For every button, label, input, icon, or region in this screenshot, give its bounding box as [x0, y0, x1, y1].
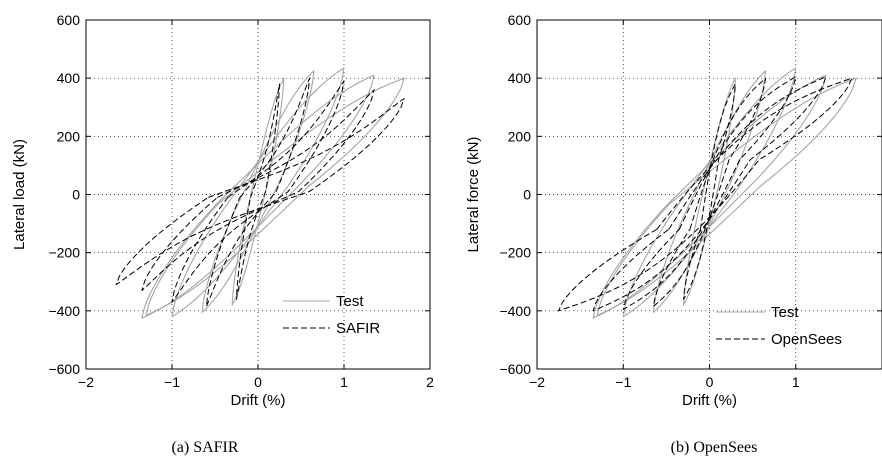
series-opensees-loop-4 [592, 76, 827, 312]
y-tick-label: −600 [48, 361, 80, 377]
y-axis-label: Lateral force (kN) [465, 137, 482, 253]
chart-panel-2: −2 −1 0 1 600 400 200 0 −200 −400 −600 Drift (%) Lat… [465, 12, 882, 456]
series-test-loop-4 [592, 74, 827, 319]
x-tick-label: −1 [615, 374, 631, 390]
y-tick-label: −600 [499, 361, 531, 377]
x-tick-label: 1 [792, 374, 800, 390]
y-tick-label: 200 [57, 128, 81, 144]
series-safir-loop-3 [171, 80, 345, 303]
y-tick-label: −400 [48, 303, 80, 319]
series-test-loop-3 [171, 67, 345, 318]
plot-area [115, 67, 405, 319]
x-tick-label: 0 [706, 374, 714, 390]
series-opensees-loop-5 [558, 77, 853, 312]
series-opensees-loop-2 [652, 77, 767, 307]
x-tick-label: 1 [340, 374, 348, 390]
y-tick-label: 600 [57, 12, 81, 28]
legend-label-opensees: OpenSees [771, 331, 842, 348]
panel-caption: (a) SAFIR [171, 439, 238, 456]
series-test-loop-3 [622, 67, 797, 318]
legend-label-safir: SAFIR [336, 320, 380, 337]
y-tick-label: −200 [499, 245, 531, 261]
y-tick-label: −400 [499, 303, 531, 319]
y-tick-label: 0 [523, 187, 531, 203]
series-safir-loop-2 [205, 77, 311, 307]
y-axis-label: Lateral load (kN) [11, 139, 28, 250]
x-axis-label: Drift (%) [231, 392, 286, 409]
series-test-loop-4 [141, 74, 375, 319]
y-tick-label: 0 [72, 187, 80, 203]
series-opensees-loop-1 [683, 83, 736, 300]
plot-area [558, 67, 857, 319]
series-safir-loop-4 [141, 89, 375, 291]
y-tick-label: 400 [508, 70, 532, 86]
x-tick-label: 0 [254, 374, 262, 390]
series-safir-loop-1 [236, 83, 280, 300]
series-safir-loop-5 [115, 98, 405, 286]
series-test-loop-5 [145, 77, 405, 316]
legend-label-test: Test [771, 304, 799, 321]
legend: Test OpenSees [716, 304, 842, 348]
y-tick-label: −200 [48, 245, 80, 261]
x-tick-label: −2 [529, 374, 545, 390]
y-tick-label: 200 [508, 128, 532, 144]
legend-label-test: Test [336, 293, 364, 310]
series-test-loop-2 [201, 70, 315, 313]
legend: Test SAFIR [283, 293, 380, 337]
x-tick-label: −1 [164, 374, 180, 390]
chart-panel-1: −2 −1 0 1 2 600 400 200 0 −200 −400 −600 Drift (%) La… [11, 12, 434, 456]
x-axis-label: Drift (%) [682, 392, 737, 409]
series-test-loop-2 [652, 70, 767, 313]
y-tick-label: 600 [508, 12, 532, 28]
series-opensees-loop-3 [622, 76, 797, 310]
y-tick-label: 400 [57, 70, 81, 86]
x-tick-label: 2 [426, 374, 434, 390]
series-test-loop-5 [596, 77, 857, 316]
x-tick-label: −2 [78, 374, 94, 390]
panel-caption: (b) OpenSees [671, 439, 758, 456]
